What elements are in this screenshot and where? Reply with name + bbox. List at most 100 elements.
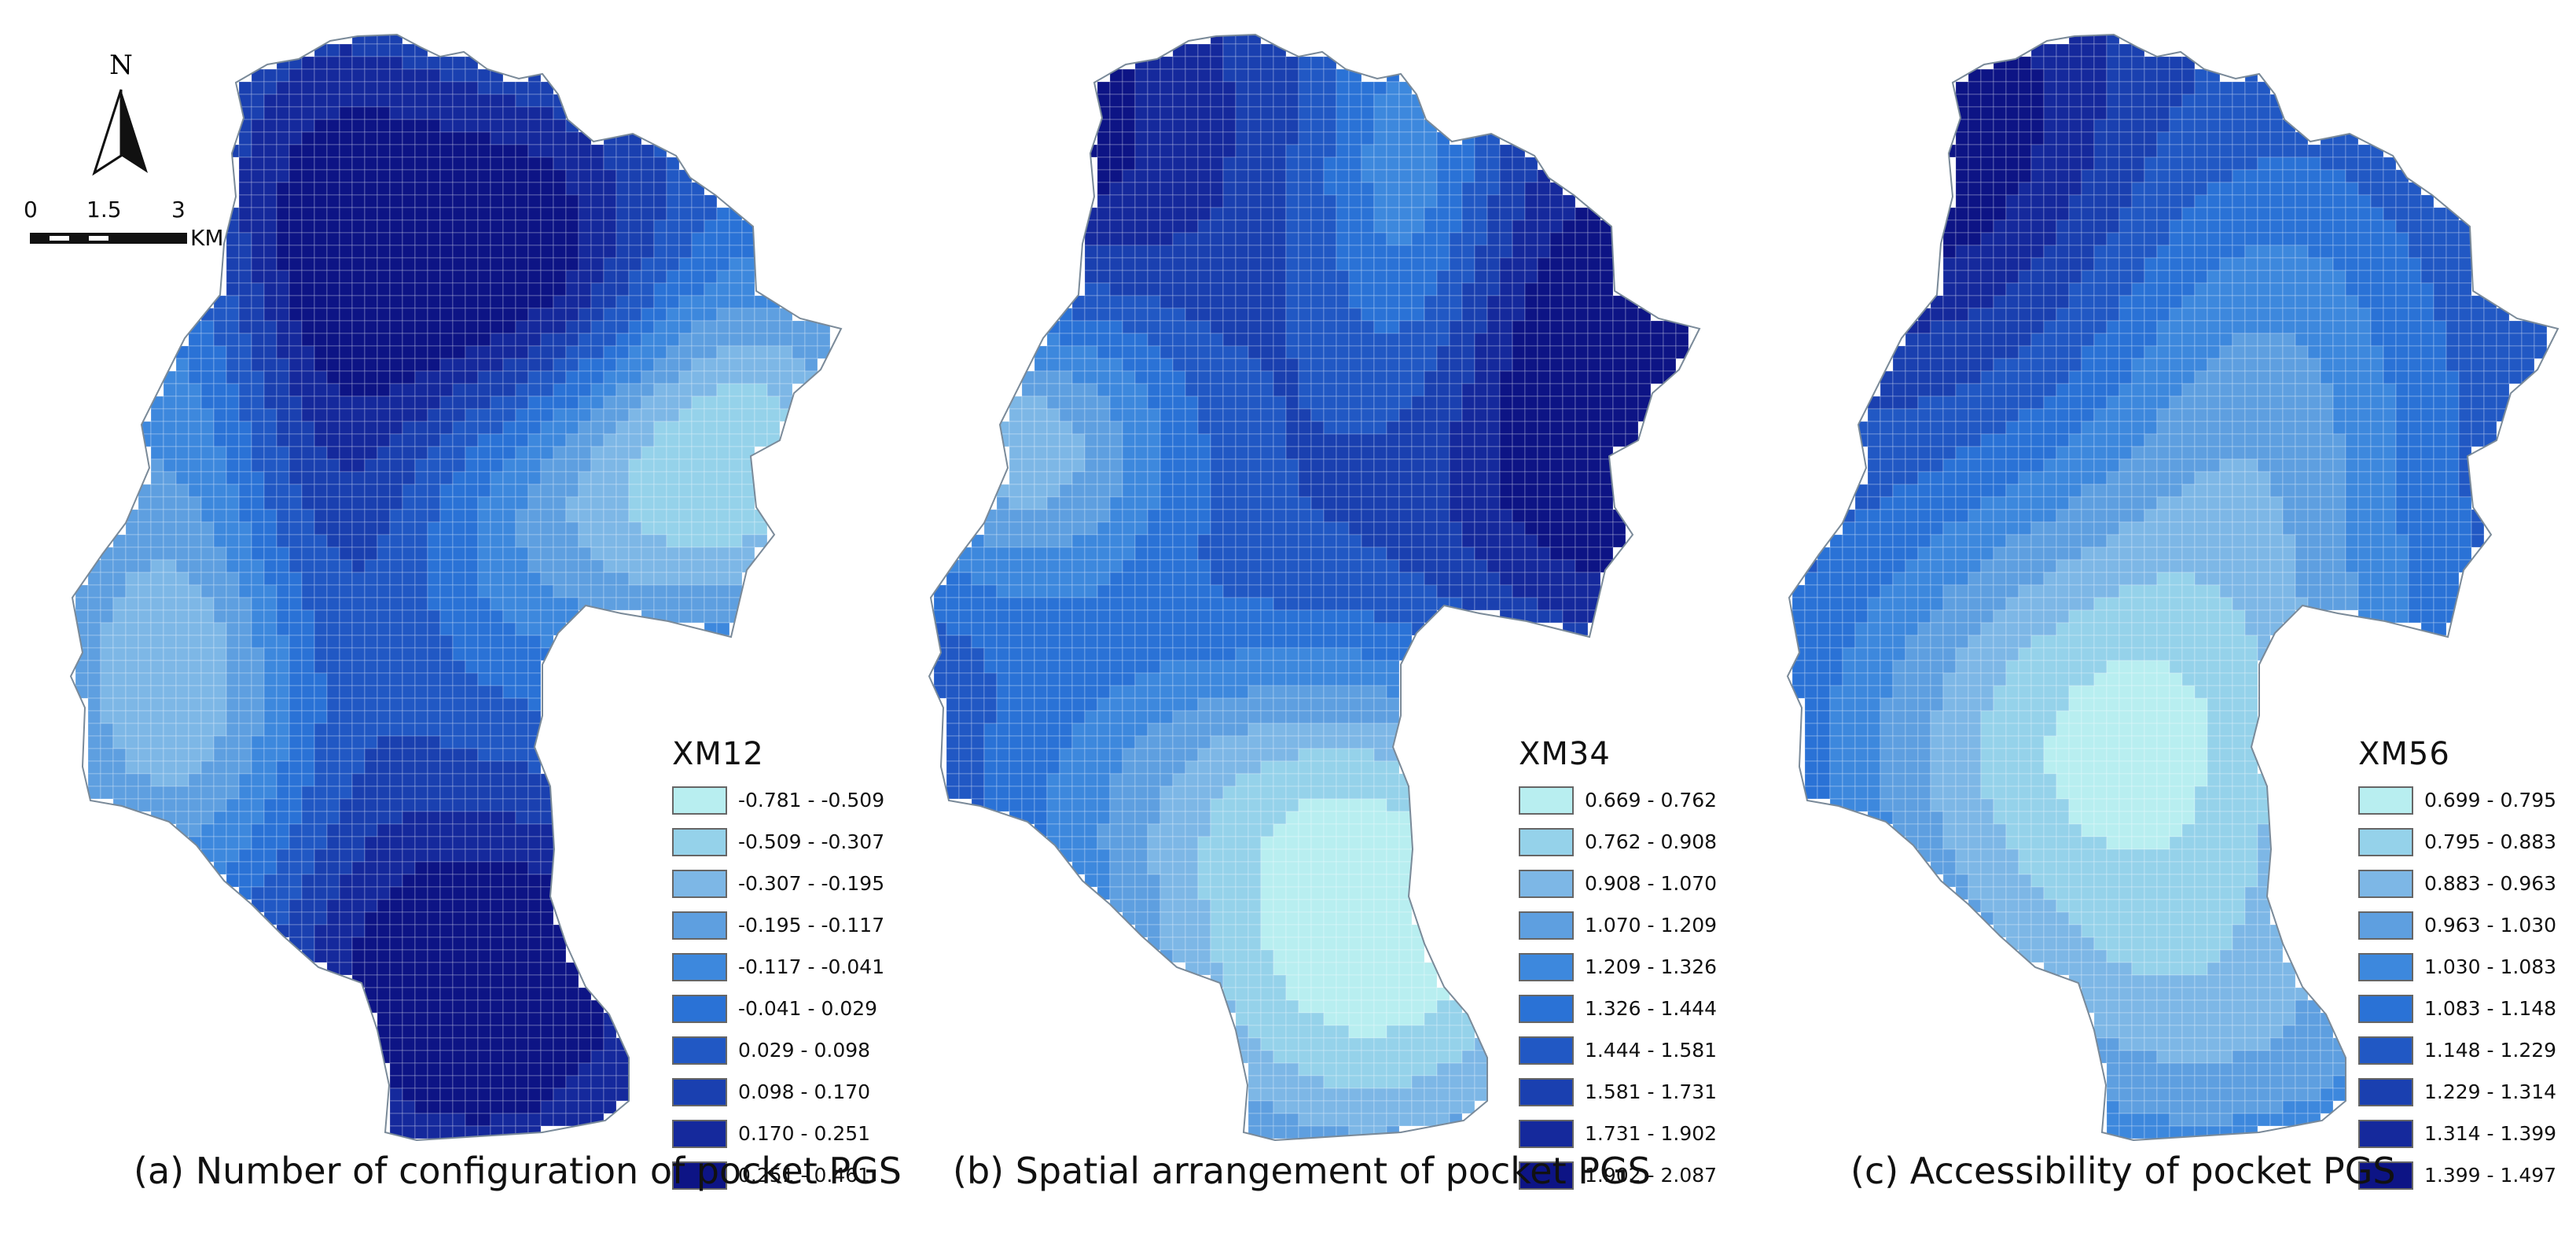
raster-cell bbox=[502, 861, 516, 875]
raster-cell bbox=[339, 345, 353, 359]
raster-cell bbox=[616, 584, 630, 598]
raster-cell bbox=[1612, 370, 1626, 385]
raster-cell bbox=[590, 1113, 604, 1127]
raster-cell bbox=[603, 433, 617, 447]
raster-cell bbox=[490, 421, 504, 435]
raster-cell bbox=[1474, 295, 1488, 309]
raster-cell bbox=[1398, 81, 1413, 95]
raster-cell bbox=[1109, 144, 1123, 158]
raster-cell bbox=[490, 282, 504, 296]
raster-cell bbox=[1310, 446, 1325, 460]
raster-cell bbox=[477, 307, 491, 322]
raster-cell bbox=[1449, 207, 1463, 221]
raster-cell bbox=[200, 584, 215, 598]
raster-cell bbox=[389, 584, 403, 598]
raster-cell bbox=[578, 999, 592, 1014]
raster-cell bbox=[226, 572, 240, 586]
raster-cell bbox=[490, 861, 504, 875]
raster-cell bbox=[251, 723, 265, 737]
raster-cell bbox=[1310, 307, 1325, 322]
raster-cell bbox=[377, 307, 391, 322]
raster-cell bbox=[1411, 484, 1425, 498]
raster-cell bbox=[1499, 471, 1513, 485]
raster-cell bbox=[439, 798, 454, 812]
raster-cell bbox=[1386, 534, 1400, 548]
raster-cell bbox=[402, 962, 416, 976]
raster-cell bbox=[1248, 56, 1262, 70]
raster-cell bbox=[1210, 547, 1224, 561]
raster-cell bbox=[1549, 194, 1564, 208]
raster-cell bbox=[766, 421, 781, 435]
raster-cell bbox=[427, 345, 441, 359]
raster-cell bbox=[351, 597, 366, 611]
raster-cell bbox=[87, 685, 101, 699]
raster-cell bbox=[339, 773, 353, 787]
raster-cell bbox=[465, 1037, 479, 1051]
raster-cell bbox=[100, 572, 114, 586]
raster-cell bbox=[1436, 219, 1450, 234]
raster-cell bbox=[150, 723, 164, 737]
raster-cell bbox=[1222, 194, 1237, 208]
raster-cell bbox=[1348, 572, 1362, 586]
raster-cell bbox=[314, 748, 328, 762]
raster-cell bbox=[339, 496, 353, 510]
raster-cell bbox=[1059, 333, 1073, 347]
raster-cell bbox=[439, 760, 454, 775]
raster-cell bbox=[1524, 521, 1538, 536]
raster-cell bbox=[326, 949, 340, 963]
raster-cell bbox=[641, 521, 655, 536]
raster-cell bbox=[414, 333, 428, 347]
raster-cell bbox=[1285, 547, 1299, 561]
raster-cell bbox=[276, 408, 290, 422]
raster-cell bbox=[1436, 245, 1450, 259]
raster-cell bbox=[226, 307, 240, 322]
raster-cell bbox=[188, 723, 202, 737]
raster-cell bbox=[578, 559, 592, 573]
raster-cell bbox=[590, 345, 604, 359]
raster-cell bbox=[553, 534, 567, 548]
raster-cell bbox=[1461, 156, 1475, 171]
raster-cell bbox=[641, 509, 655, 523]
raster-cell bbox=[439, 672, 454, 686]
raster-cell bbox=[477, 1025, 491, 1039]
raster-cell bbox=[1109, 232, 1123, 246]
raster-cell bbox=[1411, 446, 1425, 460]
raster-cell bbox=[477, 408, 491, 422]
raster-cell bbox=[364, 333, 378, 347]
raster-cell bbox=[1348, 94, 1362, 108]
raster-cell bbox=[540, 94, 554, 108]
raster-cell bbox=[1147, 521, 1161, 536]
raster-cell bbox=[452, 282, 466, 296]
raster-cell bbox=[1273, 433, 1287, 447]
raster-cell bbox=[138, 609, 152, 624]
raster-cell bbox=[1411, 307, 1425, 322]
raster-cell bbox=[1248, 333, 1262, 347]
raster-cell bbox=[238, 534, 252, 548]
raster-cell bbox=[389, 370, 403, 385]
raster-cell bbox=[958, 584, 972, 598]
raster-cell bbox=[1097, 370, 1111, 385]
raster-cell bbox=[251, 647, 265, 661]
raster-cell bbox=[1461, 572, 1475, 586]
raster-cell bbox=[389, 647, 403, 661]
raster-cell bbox=[1461, 584, 1475, 598]
raster-cell bbox=[1248, 396, 1262, 410]
raster-cell bbox=[314, 194, 328, 208]
raster-cell bbox=[377, 43, 391, 57]
raster-cell bbox=[1512, 144, 1526, 158]
raster-cell bbox=[188, 433, 202, 447]
raster-cell bbox=[301, 899, 315, 913]
raster-cell bbox=[351, 735, 366, 749]
raster-cell bbox=[741, 320, 755, 334]
raster-cell bbox=[502, 131, 516, 145]
raster-cell bbox=[1449, 484, 1463, 498]
raster-cell bbox=[288, 811, 303, 825]
raster-cell bbox=[1575, 396, 1589, 410]
raster-cell bbox=[716, 496, 730, 510]
raster-grid bbox=[933, 35, 1689, 1139]
raster-cell bbox=[1512, 471, 1526, 485]
raster-cell bbox=[1373, 320, 1387, 334]
raster-cell bbox=[1348, 509, 1362, 523]
raster-cell bbox=[364, 433, 378, 447]
raster-cell bbox=[301, 547, 315, 561]
